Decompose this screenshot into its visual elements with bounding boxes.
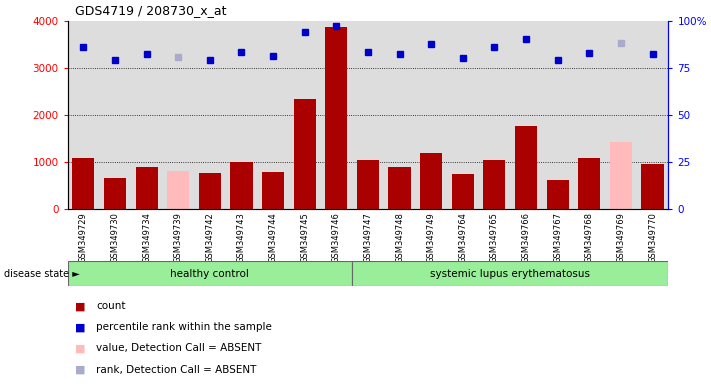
Bar [451,174,474,209]
Bar [388,167,411,209]
Text: ■: ■ [75,343,85,354]
Bar [294,99,316,209]
Bar [199,173,221,209]
Bar [73,157,95,209]
Bar [325,27,348,209]
Text: healthy control: healthy control [171,268,250,279]
Bar [515,126,537,209]
Bar [68,261,352,286]
Bar [547,180,569,209]
Bar [610,142,632,209]
Text: rank, Detection Call = ABSENT: rank, Detection Call = ABSENT [96,364,257,375]
Text: count: count [96,301,125,311]
Text: percentile rank within the sample: percentile rank within the sample [96,322,272,333]
Bar [167,171,189,209]
Text: ■: ■ [75,322,85,333]
Text: disease state ►: disease state ► [4,268,80,279]
Bar [262,172,284,209]
Text: GDS4719 / 208730_x_at: GDS4719 / 208730_x_at [75,4,226,17]
Text: value, Detection Call = ABSENT: value, Detection Call = ABSENT [96,343,262,354]
Bar [352,261,668,286]
Bar [357,161,379,209]
Text: ■: ■ [75,364,85,375]
Bar [420,153,442,209]
Bar [136,167,158,209]
Bar [104,178,126,209]
Bar [230,162,252,209]
Text: ■: ■ [75,301,85,311]
Bar [641,164,663,209]
Bar [483,161,506,209]
Bar [578,157,600,209]
Text: systemic lupus erythematosus: systemic lupus erythematosus [430,268,590,279]
